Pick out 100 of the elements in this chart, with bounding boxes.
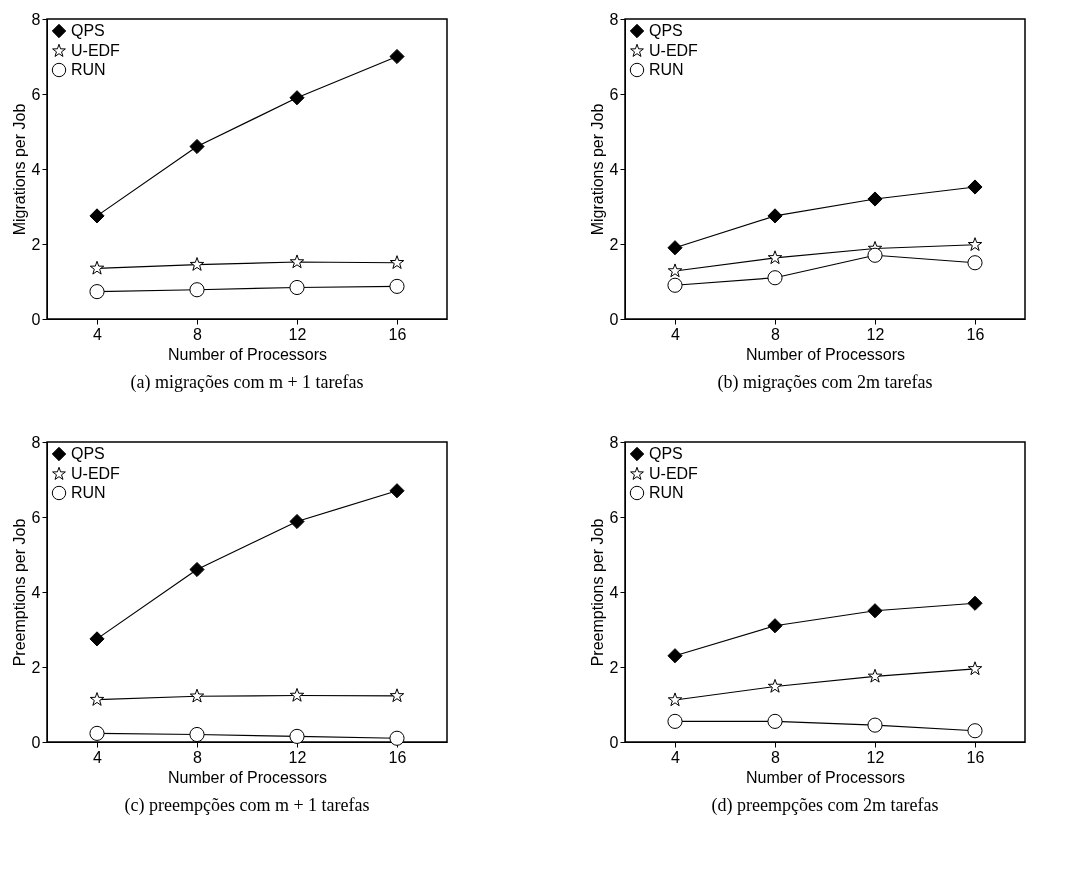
x-tick-label: 12 — [288, 748, 307, 766]
y-tick-label: 0 — [31, 733, 41, 751]
legend-label: QPS — [649, 445, 683, 462]
x-axis-title: Number of Processors — [167, 768, 328, 786]
x-tick-label: 12 — [288, 325, 307, 343]
x-axis-title: Number of Processors — [745, 345, 906, 363]
point — [89, 725, 105, 741]
point — [767, 678, 783, 693]
y-axis-title: Preemptions per Job — [588, 518, 606, 667]
point — [89, 208, 105, 224]
point — [389, 483, 405, 499]
point — [389, 688, 405, 703]
text: (b) migrações com 2m tarefas — [717, 372, 933, 393]
y-tick-label: 2 — [609, 235, 619, 253]
legend-label: QPS — [71, 22, 105, 39]
y-tick-label: 2 — [31, 658, 41, 676]
point — [667, 648, 683, 664]
point — [89, 692, 105, 706]
legend-label: U-EDF — [649, 465, 699, 482]
point — [289, 254, 305, 269]
point — [867, 603, 883, 619]
y-tick-label: 0 — [609, 310, 619, 328]
legend-label: RUN — [649, 484, 684, 501]
legend-label: U-EDF — [71, 465, 121, 482]
point — [89, 260, 105, 275]
legend-label: QPS — [649, 22, 683, 39]
y-tick-label: 0 — [609, 733, 619, 751]
point — [189, 138, 205, 155]
y-tick-label: 4 — [609, 160, 619, 178]
y-tick-label: 6 — [31, 508, 41, 526]
point — [389, 255, 405, 269]
x-axis-title: Number of Processors — [745, 768, 906, 786]
point — [389, 48, 405, 65]
y-tick-label: 6 — [609, 85, 619, 103]
point — [289, 279, 305, 296]
y-tick-label: 4 — [31, 160, 41, 178]
point — [767, 618, 783, 634]
x-tick-label: 4 — [93, 748, 103, 766]
point — [667, 692, 683, 707]
point — [867, 191, 883, 207]
point — [867, 717, 883, 733]
point — [289, 687, 305, 702]
point — [289, 90, 305, 106]
point — [289, 728, 305, 744]
y-tick-label: 6 — [31, 85, 41, 103]
x-tick-label: 8 — [771, 325, 781, 343]
point — [89, 631, 105, 647]
y-axis-title: Migrations per Job — [10, 103, 28, 236]
point — [667, 713, 683, 729]
x-tick-label: 4 — [671, 325, 681, 343]
point — [189, 561, 205, 578]
point — [967, 595, 983, 611]
point — [189, 257, 205, 271]
x-tick-label: 16 — [388, 748, 407, 766]
text: (a) migrações com m + 1 tarefas — [130, 372, 364, 393]
legend-label: QPS — [71, 445, 105, 462]
point — [967, 723, 983, 739]
y-tick-label: 4 — [31, 583, 41, 601]
y-axis-title: Preemptions per Job — [10, 518, 28, 667]
x-tick-label: 12 — [866, 325, 885, 343]
point — [389, 278, 405, 294]
point — [189, 282, 205, 298]
point — [667, 240, 683, 256]
point — [867, 247, 883, 263]
x-tick-label: 16 — [388, 325, 407, 343]
legend-label: U-EDF — [71, 42, 121, 59]
point — [189, 688, 205, 703]
point — [767, 270, 783, 286]
y-tick-label: 6 — [609, 508, 619, 526]
x-tick-label: 16 — [966, 748, 985, 766]
text: (d) preempções com 2m tarefas — [711, 795, 939, 816]
legend-label: RUN — [71, 61, 106, 78]
x-axis-title: Number of Processors — [167, 345, 328, 363]
point — [667, 277, 683, 293]
legend-label: RUN — [649, 61, 684, 78]
point — [767, 250, 783, 265]
point — [967, 255, 983, 271]
y-tick-label: 2 — [31, 235, 41, 253]
x-tick-label: 16 — [966, 325, 985, 343]
legend-label: U-EDF — [649, 42, 699, 59]
point — [667, 263, 683, 278]
x-tick-label: 8 — [193, 325, 203, 343]
y-tick-label: 4 — [609, 583, 619, 601]
point — [967, 179, 983, 195]
x-tick-label: 8 — [771, 748, 781, 766]
point — [767, 713, 783, 729]
x-tick-label: 12 — [866, 748, 885, 766]
x-tick-label: 4 — [671, 748, 681, 766]
point — [189, 726, 205, 743]
x-tick-label: 8 — [193, 748, 203, 766]
point — [767, 208, 783, 224]
y-tick-label: 8 — [31, 433, 41, 451]
y-tick-label: 2 — [609, 658, 619, 676]
point — [967, 237, 983, 251]
y-tick-label: 8 — [31, 10, 41, 28]
point — [389, 730, 405, 746]
point — [867, 668, 883, 683]
y-tick-label: 8 — [609, 433, 619, 451]
y-tick-label: 8 — [609, 10, 619, 28]
y-tick-label: 0 — [31, 310, 41, 328]
